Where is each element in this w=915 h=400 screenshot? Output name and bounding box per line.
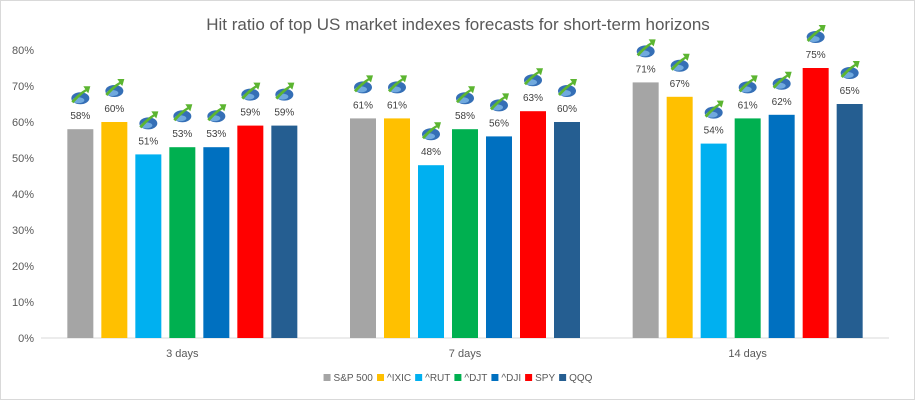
- rising-arrow-logo-icon: [173, 104, 193, 123]
- rising-arrow-logo-icon: [704, 100, 724, 119]
- bar: [452, 129, 478, 338]
- bar: [67, 129, 94, 338]
- y-tick-label: 0%: [18, 333, 34, 345]
- legend-label: ^DJT: [464, 373, 487, 384]
- data-label: 60%: [557, 104, 577, 115]
- data-label: 75%: [806, 50, 826, 61]
- data-label: 71%: [636, 64, 656, 75]
- rising-arrow-logo-icon: [275, 82, 295, 101]
- rising-arrow-logo-icon: [670, 53, 690, 72]
- data-label: 56%: [489, 118, 509, 129]
- data-label: 53%: [206, 129, 226, 140]
- legend-swatch: [415, 374, 423, 381]
- bar: [350, 118, 376, 339]
- y-tick-label: 70%: [12, 81, 34, 93]
- y-tick-label: 50%: [12, 153, 34, 165]
- data-label: 54%: [704, 126, 724, 137]
- data-label: 60%: [104, 104, 124, 115]
- y-tick-label: 60%: [12, 117, 34, 129]
- data-label: 67%: [670, 79, 690, 90]
- legend-label: ^RUT: [425, 373, 450, 384]
- bar: [768, 114, 795, 338]
- y-tick-label: 80%: [12, 45, 34, 57]
- x-tick-label: 3 days: [166, 348, 199, 360]
- rising-arrow-logo-icon: [490, 93, 509, 112]
- data-label: 58%: [455, 111, 475, 122]
- bar: [169, 147, 196, 338]
- legend-swatch: [525, 374, 533, 381]
- bar: [101, 122, 128, 338]
- data-label: 61%: [353, 100, 373, 111]
- legend: S&P 500 ^IXIC ^RUT ^DJT ^DJI SPY QQQ: [323, 373, 593, 384]
- rising-arrow-logo-icon: [139, 111, 159, 130]
- rising-arrow-logo-icon: [241, 82, 261, 101]
- bar: [666, 96, 693, 338]
- data-label: 48%: [421, 147, 441, 158]
- rising-arrow-logo-icon: [738, 75, 758, 94]
- rising-arrow-logo-icon: [772, 71, 792, 90]
- legend-swatch: [377, 374, 385, 381]
- data-label: 51%: [138, 136, 158, 147]
- bar: [237, 125, 264, 338]
- rising-arrow-logo-icon: [354, 75, 373, 94]
- y-axis: 0% 10% 20% 30% 40% 50% 60% 70% 80%: [12, 45, 34, 345]
- rising-arrow-logo-icon: [388, 75, 407, 94]
- data-label: 65%: [840, 86, 860, 97]
- rising-arrow-logo-icon: [806, 25, 826, 43]
- x-tick-label: 14 days: [728, 348, 767, 360]
- bar: [384, 118, 410, 339]
- bar: [632, 82, 659, 339]
- data-label: 61%: [738, 100, 758, 111]
- rising-arrow-logo-icon: [524, 68, 543, 87]
- bar: [271, 125, 298, 338]
- bar: [418, 165, 444, 338]
- rising-arrow-logo-icon: [105, 79, 125, 97]
- bar: [203, 147, 230, 338]
- rising-arrow-logo-icon: [456, 86, 475, 105]
- data-label: 63%: [523, 93, 543, 104]
- y-tick-label: 10%: [12, 297, 34, 309]
- data-label: 58%: [70, 111, 90, 122]
- legend-swatch: [454, 374, 462, 381]
- bar: [836, 104, 863, 338]
- bar: [520, 111, 546, 338]
- legend-label: ^DJI: [501, 373, 521, 384]
- y-tick-label: 30%: [12, 225, 34, 237]
- rising-arrow-logo-icon: [840, 61, 860, 79]
- legend-label: S&P 500: [334, 373, 374, 384]
- bar: [486, 136, 512, 338]
- data-label: 59%: [240, 108, 260, 119]
- rising-arrow-logo-icon: [558, 79, 577, 97]
- data-label: 59%: [274, 108, 294, 119]
- bars: 58% 60% 51% 53% 53% 59% 59% 61% 61% 48% 58% 56% 63% 6…: [67, 25, 863, 339]
- rising-arrow-logo-icon: [207, 104, 227, 123]
- y-tick-label: 40%: [12, 189, 34, 201]
- bar: [135, 154, 162, 338]
- bar: [802, 68, 829, 338]
- legend-swatch: [559, 374, 567, 381]
- rising-arrow-logo-icon: [422, 122, 441, 141]
- x-tick-label: 7 days: [449, 348, 482, 360]
- data-label: 62%: [772, 97, 792, 108]
- legend-swatch: [323, 374, 331, 381]
- bar: [700, 143, 727, 338]
- y-tick-label: 20%: [12, 261, 34, 273]
- x-axis: 3 days 7 days 14 days: [166, 348, 767, 360]
- chart-title: Hit ratio of top US market indexes forec…: [206, 15, 710, 34]
- data-label: 53%: [172, 129, 192, 140]
- rising-arrow-logo-icon: [636, 39, 656, 58]
- data-label: 61%: [387, 100, 407, 111]
- rising-arrow-logo-icon: [71, 86, 91, 105]
- legend-label: QQQ: [569, 373, 593, 384]
- bar: [554, 122, 580, 338]
- legend-swatch: [491, 374, 499, 381]
- legend-label: ^IXIC: [387, 373, 411, 384]
- legend-label: SPY: [535, 373, 555, 384]
- bar: [734, 118, 761, 339]
